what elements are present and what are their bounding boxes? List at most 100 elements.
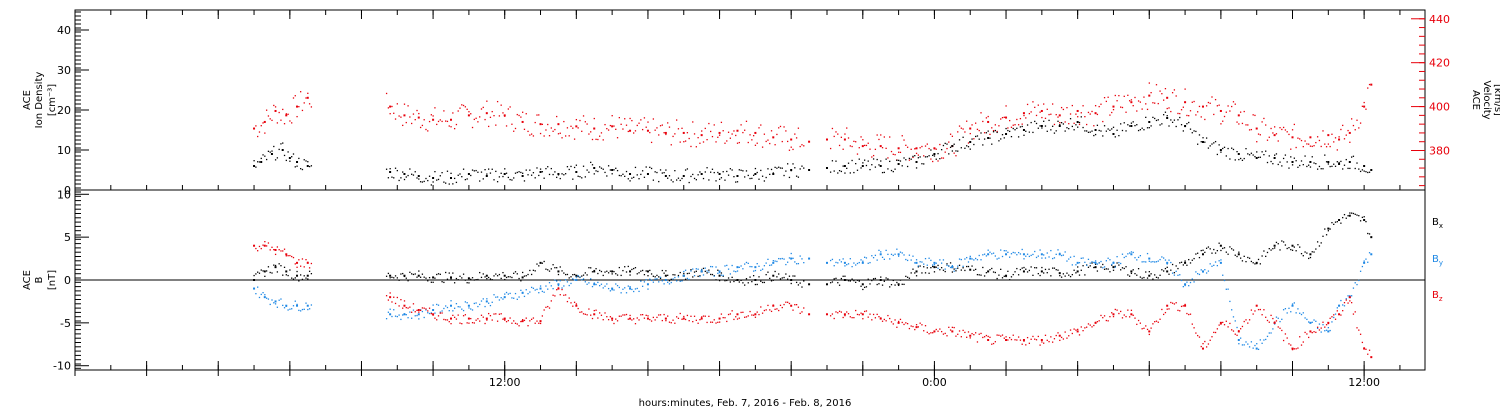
- density-series-sample: [831, 160, 834, 162]
- density-series-sample: [613, 169, 615, 171]
- velocity-series-point: [843, 138, 846, 141]
- velocity-series-sample: [1164, 88, 1167, 90]
- velocity-series-sample: [1218, 104, 1220, 106]
- density-series-sample: [398, 179, 400, 182]
- by-series-sample: [1209, 263, 1211, 265]
- velocity-series-sample: [966, 120, 968, 122]
- bx-series-sample: [912, 268, 914, 270]
- by-series-sample: [765, 262, 767, 264]
- bx-series-sample: [1009, 279, 1011, 281]
- bx-series-sample: [453, 282, 456, 284]
- by-series-sample: [523, 295, 526, 298]
- by-series-sample: [582, 278, 585, 280]
- bz-series-sample: [260, 247, 262, 250]
- bz-series-sample: [974, 332, 977, 334]
- bz-series-sample: [996, 334, 998, 336]
- density-series-sample: [1297, 166, 1299, 168]
- by-series-sample: [674, 276, 676, 279]
- by-series-sample: [1087, 258, 1090, 261]
- density-series-sample: [1123, 122, 1125, 124]
- bz-series-sample: [1342, 310, 1344, 312]
- bx-series-sample: [735, 279, 737, 281]
- density-series-sample: [1041, 127, 1043, 129]
- bz-series-sample: [930, 332, 932, 334]
- bx-series-sample: [402, 272, 404, 275]
- bx-series-sample: [1274, 247, 1276, 249]
- by-series-sample: [1324, 330, 1326, 332]
- velocity-series-sample: [552, 130, 554, 132]
- bz-series-sample: [1325, 324, 1328, 326]
- velocity-series-sample: [752, 135, 755, 137]
- velocity-series-sample: [597, 138, 599, 141]
- bx-series-sample: [529, 269, 531, 272]
- velocity-series-sample: [799, 145, 801, 148]
- density-series-sample: [403, 178, 406, 181]
- by-series-sample: [1102, 267, 1104, 269]
- velocity-series-sample: [1256, 141, 1258, 143]
- bx-series-sample: [504, 278, 506, 281]
- bz-series-sample: [683, 315, 685, 318]
- bz-series-sample: [872, 313, 875, 316]
- velocity-series-sample: [291, 122, 293, 124]
- density-series-sample: [1263, 153, 1265, 156]
- velocity-series-sample: [865, 144, 868, 147]
- by-series-sample: [573, 279, 576, 281]
- by-series-sample: [1216, 264, 1219, 267]
- density-series-sample: [299, 168, 302, 170]
- bz-series-sample: [554, 295, 556, 297]
- bz-series-sample: [1180, 305, 1183, 308]
- bx-series-sample: [855, 281, 857, 283]
- bz-series-sample: [1361, 341, 1364, 344]
- density-series-sample: [1333, 163, 1335, 165]
- by-series-sample: [1186, 281, 1188, 283]
- density-series-sample: [1046, 130, 1048, 132]
- by-series-sample: [283, 307, 286, 309]
- by-series-sample: [744, 263, 746, 265]
- density-series-sample: [462, 168, 465, 170]
- bx-series-sample: [964, 269, 966, 272]
- bz-series-sample: [1274, 321, 1276, 323]
- bz-series-sample: [1209, 339, 1211, 341]
- bx-series-sample: [1184, 260, 1186, 262]
- bz-series-sample: [1118, 312, 1120, 315]
- bz-series-sample: [862, 318, 864, 320]
- by-series-sample: [618, 286, 620, 289]
- by-series-sample: [307, 308, 309, 311]
- bz-series-sample: [1111, 312, 1113, 314]
- velocity-series-point: [1005, 116, 1008, 119]
- density-tick-label: 10: [57, 144, 71, 157]
- by-series-sample: [1127, 253, 1129, 255]
- bx-series-sample: [896, 281, 898, 284]
- bz-series-sample: [462, 315, 465, 317]
- velocity-series-sample: [1100, 103, 1102, 105]
- bz-series-sample: [1068, 335, 1070, 337]
- by-series-sample: [1005, 250, 1007, 252]
- by-series-sample: [996, 258, 998, 260]
- density-series-sample: [1234, 159, 1236, 161]
- bz-series-sample: [991, 343, 993, 345]
- density-series-sample: [740, 169, 742, 171]
- bz-series-sample: [1161, 308, 1163, 311]
- bz-series-sample: [563, 294, 565, 296]
- velocity-series-sample: [1316, 136, 1319, 138]
- velocity-series-sample: [480, 108, 483, 110]
- by-series-point: [432, 309, 435, 311]
- velocity-series-sample: [704, 127, 706, 130]
- bx-series-sample: [754, 283, 757, 286]
- density-series-sample: [1175, 125, 1177, 128]
- velocity-series-sample: [774, 144, 776, 146]
- bz-series-sample: [951, 326, 954, 329]
- bz-series-sample: [722, 316, 724, 319]
- by-series-sample: [971, 258, 973, 260]
- velocity-series-sample: [1368, 83, 1371, 86]
- density-series-sample: [1116, 129, 1118, 131]
- by-series-sample: [264, 294, 266, 296]
- velocity-series-point: [897, 147, 900, 150]
- bx-series-sample: [446, 278, 449, 280]
- bx-series-sample: [387, 272, 390, 275]
- bz-series-sample: [1114, 308, 1116, 311]
- bz-series-sample: [1324, 326, 1326, 328]
- bz-series-sample: [1141, 328, 1143, 330]
- density-series-sample: [262, 154, 264, 156]
- bx-series-sample: [428, 276, 431, 279]
